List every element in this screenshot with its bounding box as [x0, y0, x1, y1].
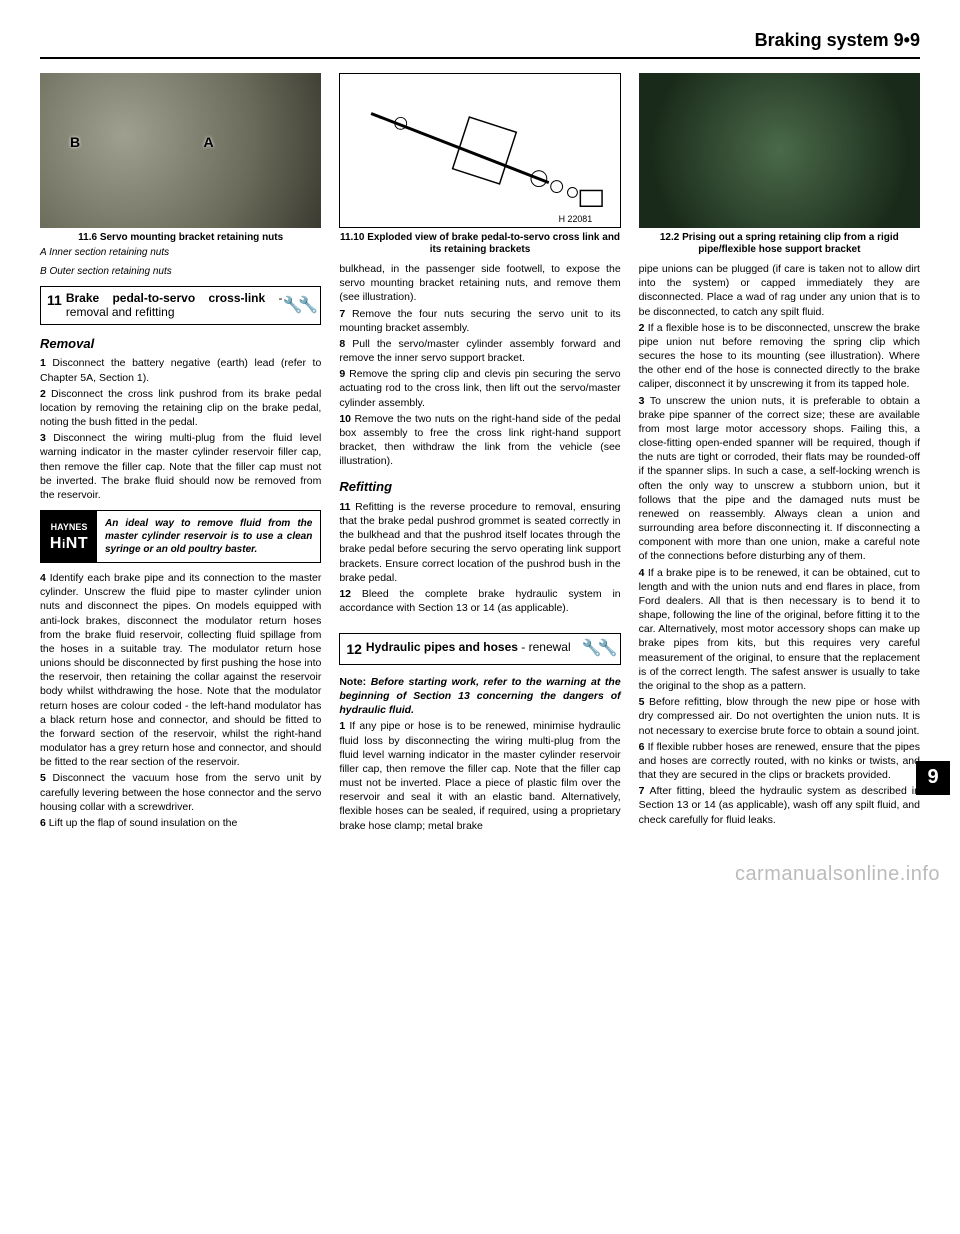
figure-12-2-image [639, 73, 920, 228]
difficulty-icon: 🔧🔧 [282, 295, 314, 317]
page-header: Braking system 9•9 [40, 30, 920, 51]
section-12-number: 12 [346, 640, 362, 659]
haynes-hint-label: HAYNES HiNT [41, 511, 97, 562]
para-12-3: 3 To unscrew the union nuts, it is prefe… [639, 394, 920, 564]
haynes-hint-box: HAYNES HiNT An ideal way to remove fluid… [40, 510, 321, 563]
para-11-7: 7 Remove the four nuts securing the serv… [339, 307, 620, 335]
para-11-8: 8 Pull the servo/master cylinder assembl… [339, 337, 620, 365]
section-12-title-sub: - renewal [518, 640, 571, 654]
para-11-5: 5 Disconnect the vacuum hose from the se… [40, 771, 321, 814]
para-11-3: 3 Disconnect the wiring multi-plug from … [40, 431, 321, 502]
footer-watermark: carmanualsonline.info [0, 855, 960, 900]
section-12-title: Hydraulic pipes and hoses - renewal [366, 640, 582, 654]
removal-heading: Removal [40, 335, 321, 353]
header-rule [40, 57, 920, 59]
para-12-5-text: Before refitting, blow through the new p… [639, 696, 920, 736]
para-11-1: 1 Disconnect the battery negative (earth… [40, 356, 321, 384]
difficulty-icon-12: 🔧🔧 [582, 638, 614, 660]
para-11-2-text: Disconnect the cross link pushrod from i… [40, 388, 321, 428]
para-11-4: 4 Identify each brake pipe and its conne… [40, 571, 321, 769]
figure-11-6-image [40, 73, 321, 228]
para-11-12: 12 Bleed the complete brake hydraulic sy… [339, 587, 620, 615]
note-label: Note: [339, 676, 370, 688]
chapter-tab: 9 [916, 761, 950, 795]
section-11-title: Brake pedal-to-servo cross-link - remova… [66, 291, 283, 320]
svg-text:H 22081: H 22081 [559, 214, 593, 224]
para-11-11-text: Refitting is the reverse procedure to re… [339, 501, 620, 584]
section-11-box: 11 Brake pedal-to-servo cross-link - rem… [40, 286, 321, 325]
para-12-4: 4 If a brake pipe is to be renewed, it c… [639, 566, 920, 694]
figure-11-6-legend-a: A Inner section retaining nuts [40, 246, 321, 259]
para-12-1: 1 If any pipe or hose is to be renewed, … [339, 719, 620, 832]
refitting-heading: Refitting [339, 478, 620, 496]
para-12-3-text: To unscrew the union nuts, it is prefera… [639, 395, 920, 563]
figure-12-2-caption: 12.2 Prising out a spring retaining clip… [639, 232, 920, 256]
note-body: Before starting work, refer to the warni… [339, 676, 620, 716]
para-11-7-text: Remove the four nuts securing the servo … [339, 308, 620, 334]
para-12-1-text: If any pipe or hose is to be renewed, mi… [339, 720, 620, 831]
hint-logo: HiNT [50, 536, 88, 552]
page: Braking system 9•9 11.6 Servo mounting b… [0, 0, 960, 855]
para-11-2: 2 Disconnect the cross link pushrod from… [40, 387, 321, 430]
para-11-10: 10 Remove the two nuts on the right-hand… [339, 412, 620, 469]
para-11-3-text: Disconnect the wiring multi-plug from th… [40, 432, 321, 501]
figure-11-6: 11.6 Servo mounting bracket retaining nu… [40, 73, 321, 278]
para-11-4-text: Identify each brake pipe and its connect… [40, 572, 321, 768]
para-11-8-text: Pull the servo/master cylinder assembly … [339, 338, 620, 364]
section-12-box: 12 Hydraulic pipes and hoses - renewal 🔧… [339, 633, 620, 665]
figure-11-10-caption: 11.10 Exploded view of brake pedal-to-se… [339, 232, 620, 256]
para-12-2: 2 If a flexible hose is to be disconnect… [639, 321, 920, 392]
para-12-1-cont: pipe unions can be plugged (if care is t… [639, 262, 920, 319]
section-12-note: Note: Before starting work, refer to the… [339, 675, 620, 718]
para-11-9-text: Remove the spring clip and clevis pin se… [339, 368, 620, 408]
figure-11-6-caption: 11.6 Servo mounting bracket retaining nu… [40, 232, 321, 244]
para-12-6-text: If flexible rubber hoses are renewed, en… [639, 741, 920, 781]
hint-text: An ideal way to remove fluid from the ma… [97, 511, 320, 562]
section-12-title-main: Hydraulic pipes and hoses [366, 640, 518, 654]
para-11-6: 6 Lift up the flap of sound insulation o… [40, 816, 321, 830]
section-11-title-main: Brake pedal-to-servo cross-link [66, 291, 265, 305]
para-11-11: 11 Refitting is the reverse procedure to… [339, 500, 620, 585]
figure-11-6-legend-b: B Outer section retaining nuts [40, 265, 321, 278]
column-2: H 22081 11.10 Exploded view of brake ped… [339, 73, 620, 835]
figure-12-2: 12.2 Prising out a spring retaining clip… [639, 73, 920, 256]
para-12-5: 5 Before refitting, blow through the new… [639, 695, 920, 738]
para-11-1-text: Disconnect the battery negative (earth) … [40, 357, 321, 383]
figure-11-10-image: H 22081 [339, 73, 620, 228]
para-11-10-text: Remove the two nuts on the right-hand si… [339, 413, 620, 468]
para-11-6-text: Lift up the flap of sound insulation on … [49, 817, 238, 829]
para-12-2-text: If a flexible hose is to be disconnected… [639, 322, 920, 391]
para-12-7-text: After fitting, bleed the hydraulic syste… [639, 785, 920, 825]
para-12-7: 7 After fitting, bleed the hydraulic sys… [639, 784, 920, 827]
para-12-4-text: If a brake pipe is to be renewed, it can… [639, 567, 920, 692]
section-11-number: 11 [47, 291, 62, 310]
para-11-12-text: Bleed the complete brake hydraulic syste… [339, 588, 620, 614]
hint-brand: HAYNES [51, 521, 88, 533]
content-columns: 11.6 Servo mounting bracket retaining nu… [40, 73, 920, 835]
column-1: 11.6 Servo mounting bracket retaining nu… [40, 73, 321, 835]
exploded-view-svg: H 22081 [340, 74, 619, 227]
para-11-6-cont: bulkhead, in the passenger side footwell… [339, 262, 620, 305]
figure-11-10: H 22081 11.10 Exploded view of brake ped… [339, 73, 620, 256]
para-11-5-text: Disconnect the vacuum hose from the serv… [40, 772, 321, 812]
para-11-9: 9 Remove the spring clip and clevis pin … [339, 367, 620, 410]
para-12-6: 6 If flexible rubber hoses are renewed, … [639, 740, 920, 783]
column-3: 12.2 Prising out a spring retaining clip… [639, 73, 920, 835]
